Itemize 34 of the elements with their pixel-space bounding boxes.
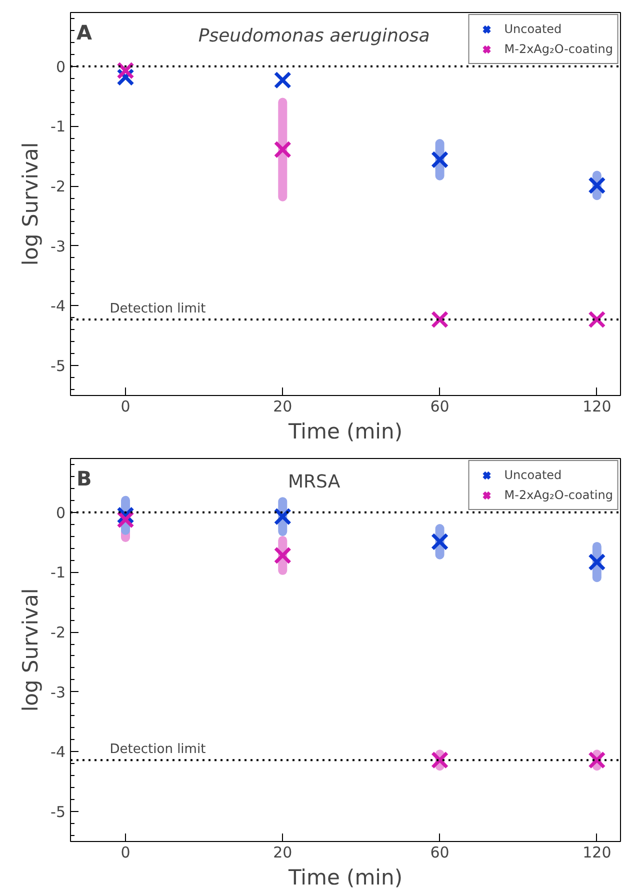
y-axis-title: log Survival	[18, 588, 43, 712]
x-tick-label: 20	[273, 844, 292, 862]
y-tick-label: -1	[50, 564, 66, 582]
ref-line-label: Detection limit	[110, 302, 206, 316]
x-axis-title: Time (min)	[287, 420, 403, 444]
y-tick-label: -5	[50, 803, 66, 822]
y-tick-label: 0	[56, 504, 66, 522]
text: Pseudomonas aeruginosa	[198, 26, 430, 46]
legend-label: Uncoated	[504, 22, 562, 36]
x-tick-label: 120	[582, 398, 612, 416]
y-tick-label: -2	[50, 624, 66, 642]
ref-line-label: Detection limit	[110, 742, 206, 758]
x-tick-label: 0	[120, 844, 130, 862]
x-tick-label: 120	[582, 844, 612, 862]
legend-label: M-2xAg₂O-coating	[504, 488, 613, 502]
x-axis-title: Time (min)	[287, 866, 403, 890]
y-tick-label: -2	[50, 178, 66, 196]
y-tick-label: -3	[50, 237, 66, 256]
x-tick-label: 60	[430, 844, 450, 862]
x-tick-label: 20	[273, 398, 292, 416]
y-tick-label: 0	[56, 58, 66, 76]
y-tick-label: -4	[50, 743, 66, 762]
y-tick-label: -3	[50, 683, 66, 702]
legend-label: Uncoated	[504, 468, 562, 482]
annotation: B	[76, 466, 92, 490]
text: MRSA	[288, 472, 341, 492]
y-axis-title: log Survival	[18, 142, 43, 266]
x-tick-label: 60	[430, 398, 450, 416]
legend-label: M-2xAg₂O-coating	[504, 42, 613, 56]
y-tick-label: -5	[50, 357, 66, 376]
annotation: A	[76, 20, 92, 44]
y-tick-label: -4	[50, 297, 66, 316]
y-tick-label: -1	[50, 118, 66, 136]
x-tick-label: 0	[120, 398, 130, 416]
